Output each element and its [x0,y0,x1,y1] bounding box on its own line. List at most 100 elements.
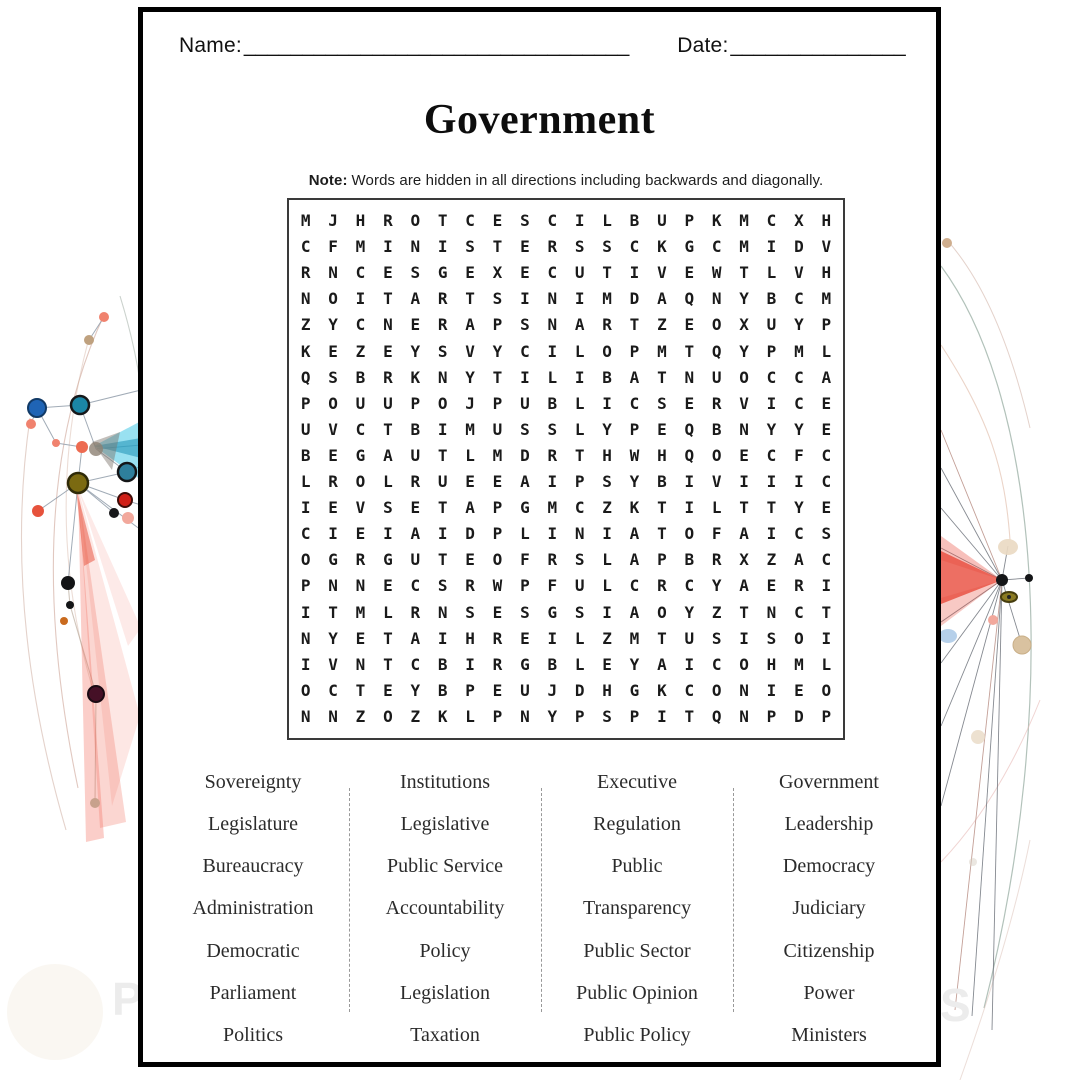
grid-cell: A [410,524,421,544]
grid-cell: A [520,472,530,492]
grid-cell: C [465,211,475,231]
grid-cell: O [328,289,338,309]
grid-cell: Q [300,367,311,387]
grid-cell: Y [410,680,421,700]
grid-cell: R [492,628,503,648]
grid-cell: L [821,654,832,674]
grid-cell: I [602,524,612,544]
grid-cell: P [574,472,585,492]
grid-cell: S [520,419,530,439]
grid-cell: P [492,393,503,413]
grid-cell: S [547,419,558,439]
grid-cell: F [520,550,530,570]
grid-cell: I [574,289,585,309]
grid-cell: O [492,550,503,570]
grid-cell: O [711,315,722,335]
word-item: Government [779,770,879,793]
word-item: Legislature [208,812,298,835]
name-label: Name: [179,34,242,57]
grid-cell: E [492,680,503,700]
grid-cell: E [602,654,612,674]
grid-cell: N [711,289,722,309]
grid-cell: O [410,211,421,231]
grid-cell: E [465,263,475,283]
worksheet-page: Name:_________________________________ Da… [138,7,941,1067]
grid-cell: C [821,550,832,570]
grid-cell: G [328,550,338,570]
grid-cell: F [328,237,338,257]
grid-cell: S [465,237,475,257]
grid-cell: R [383,211,393,231]
grid-cell: O [602,341,612,361]
grid-cell: T [383,628,393,648]
grid-cell: C [410,576,421,596]
grid-cell: E [739,445,749,465]
grid-cell: G [383,550,393,570]
grid-cell: U [657,211,667,231]
grid-cell: I [383,237,393,257]
grid-cell: F [794,445,804,465]
grid-cell: E [821,419,832,439]
word-item: Public Sector [583,939,691,962]
grid-cell: N [684,367,695,387]
grid-cell: H [821,211,832,231]
grid-cell: S [492,289,503,309]
grid-cell: S [410,263,421,283]
grid-cell: W [711,263,722,283]
grid-cell: V [328,419,338,439]
grid-cell: E [520,263,530,283]
grid-cell: H [657,445,667,465]
grid-cell: I [383,524,393,544]
grid-cell: A [821,367,832,387]
grid-cell: S [574,550,585,570]
grid-cell: A [739,576,749,596]
grid-cell: C [684,680,695,700]
grid-cell: U [437,472,448,492]
grid-cell: B [684,550,695,570]
word-item: Ministers [791,1024,867,1047]
grid-cell: R [547,550,558,570]
grid-cell: U [684,628,695,648]
left-arcs [20,295,145,831]
grid-cell: E [766,576,777,596]
grid-cell: X [794,211,804,231]
grid-cell: T [657,367,667,387]
grid-cell: U [711,367,722,387]
grid-cell: N [328,706,338,726]
word-item: Public [611,855,663,878]
grid-cell: Y [602,419,612,439]
word-item: Judiciary [792,897,866,920]
grid-cell: C [410,654,421,674]
grid-cell: A [657,654,667,674]
grid-cell: E [355,628,366,648]
grid-cell: B [711,419,722,439]
grid-cell: Y [794,419,804,439]
word-item: Democratic [206,939,300,962]
grid-cell: P [300,393,311,413]
grid-cell: C [355,315,366,335]
grid-cell: Y [794,498,804,518]
grid-cell: L [383,602,393,622]
grid-cell: I [520,367,530,387]
grid-cell: E [492,602,503,622]
grid-cell: I [574,367,585,387]
note-line: Note: Words are hidden in all directions … [267,172,865,189]
grid-cell: S [520,315,530,335]
grid-cell: E [657,419,667,439]
grid-cell: T [437,498,448,518]
grid-cell: G [437,263,448,283]
grid-cell: J [465,393,475,413]
grid-cell: L [711,498,722,518]
grid-cell: N [437,602,448,622]
grid-cell: A [739,524,749,544]
grid-cell: E [383,263,393,283]
grid-cell: T [739,263,749,283]
grid-cell: Z [711,602,722,622]
grid-cell: L [520,524,530,544]
grid-cell: E [684,315,695,335]
right-arcs [940,239,1041,1080]
word-item: Public Service [386,855,504,878]
grid-cell: N [300,628,311,648]
grid-cell: L [766,263,777,283]
